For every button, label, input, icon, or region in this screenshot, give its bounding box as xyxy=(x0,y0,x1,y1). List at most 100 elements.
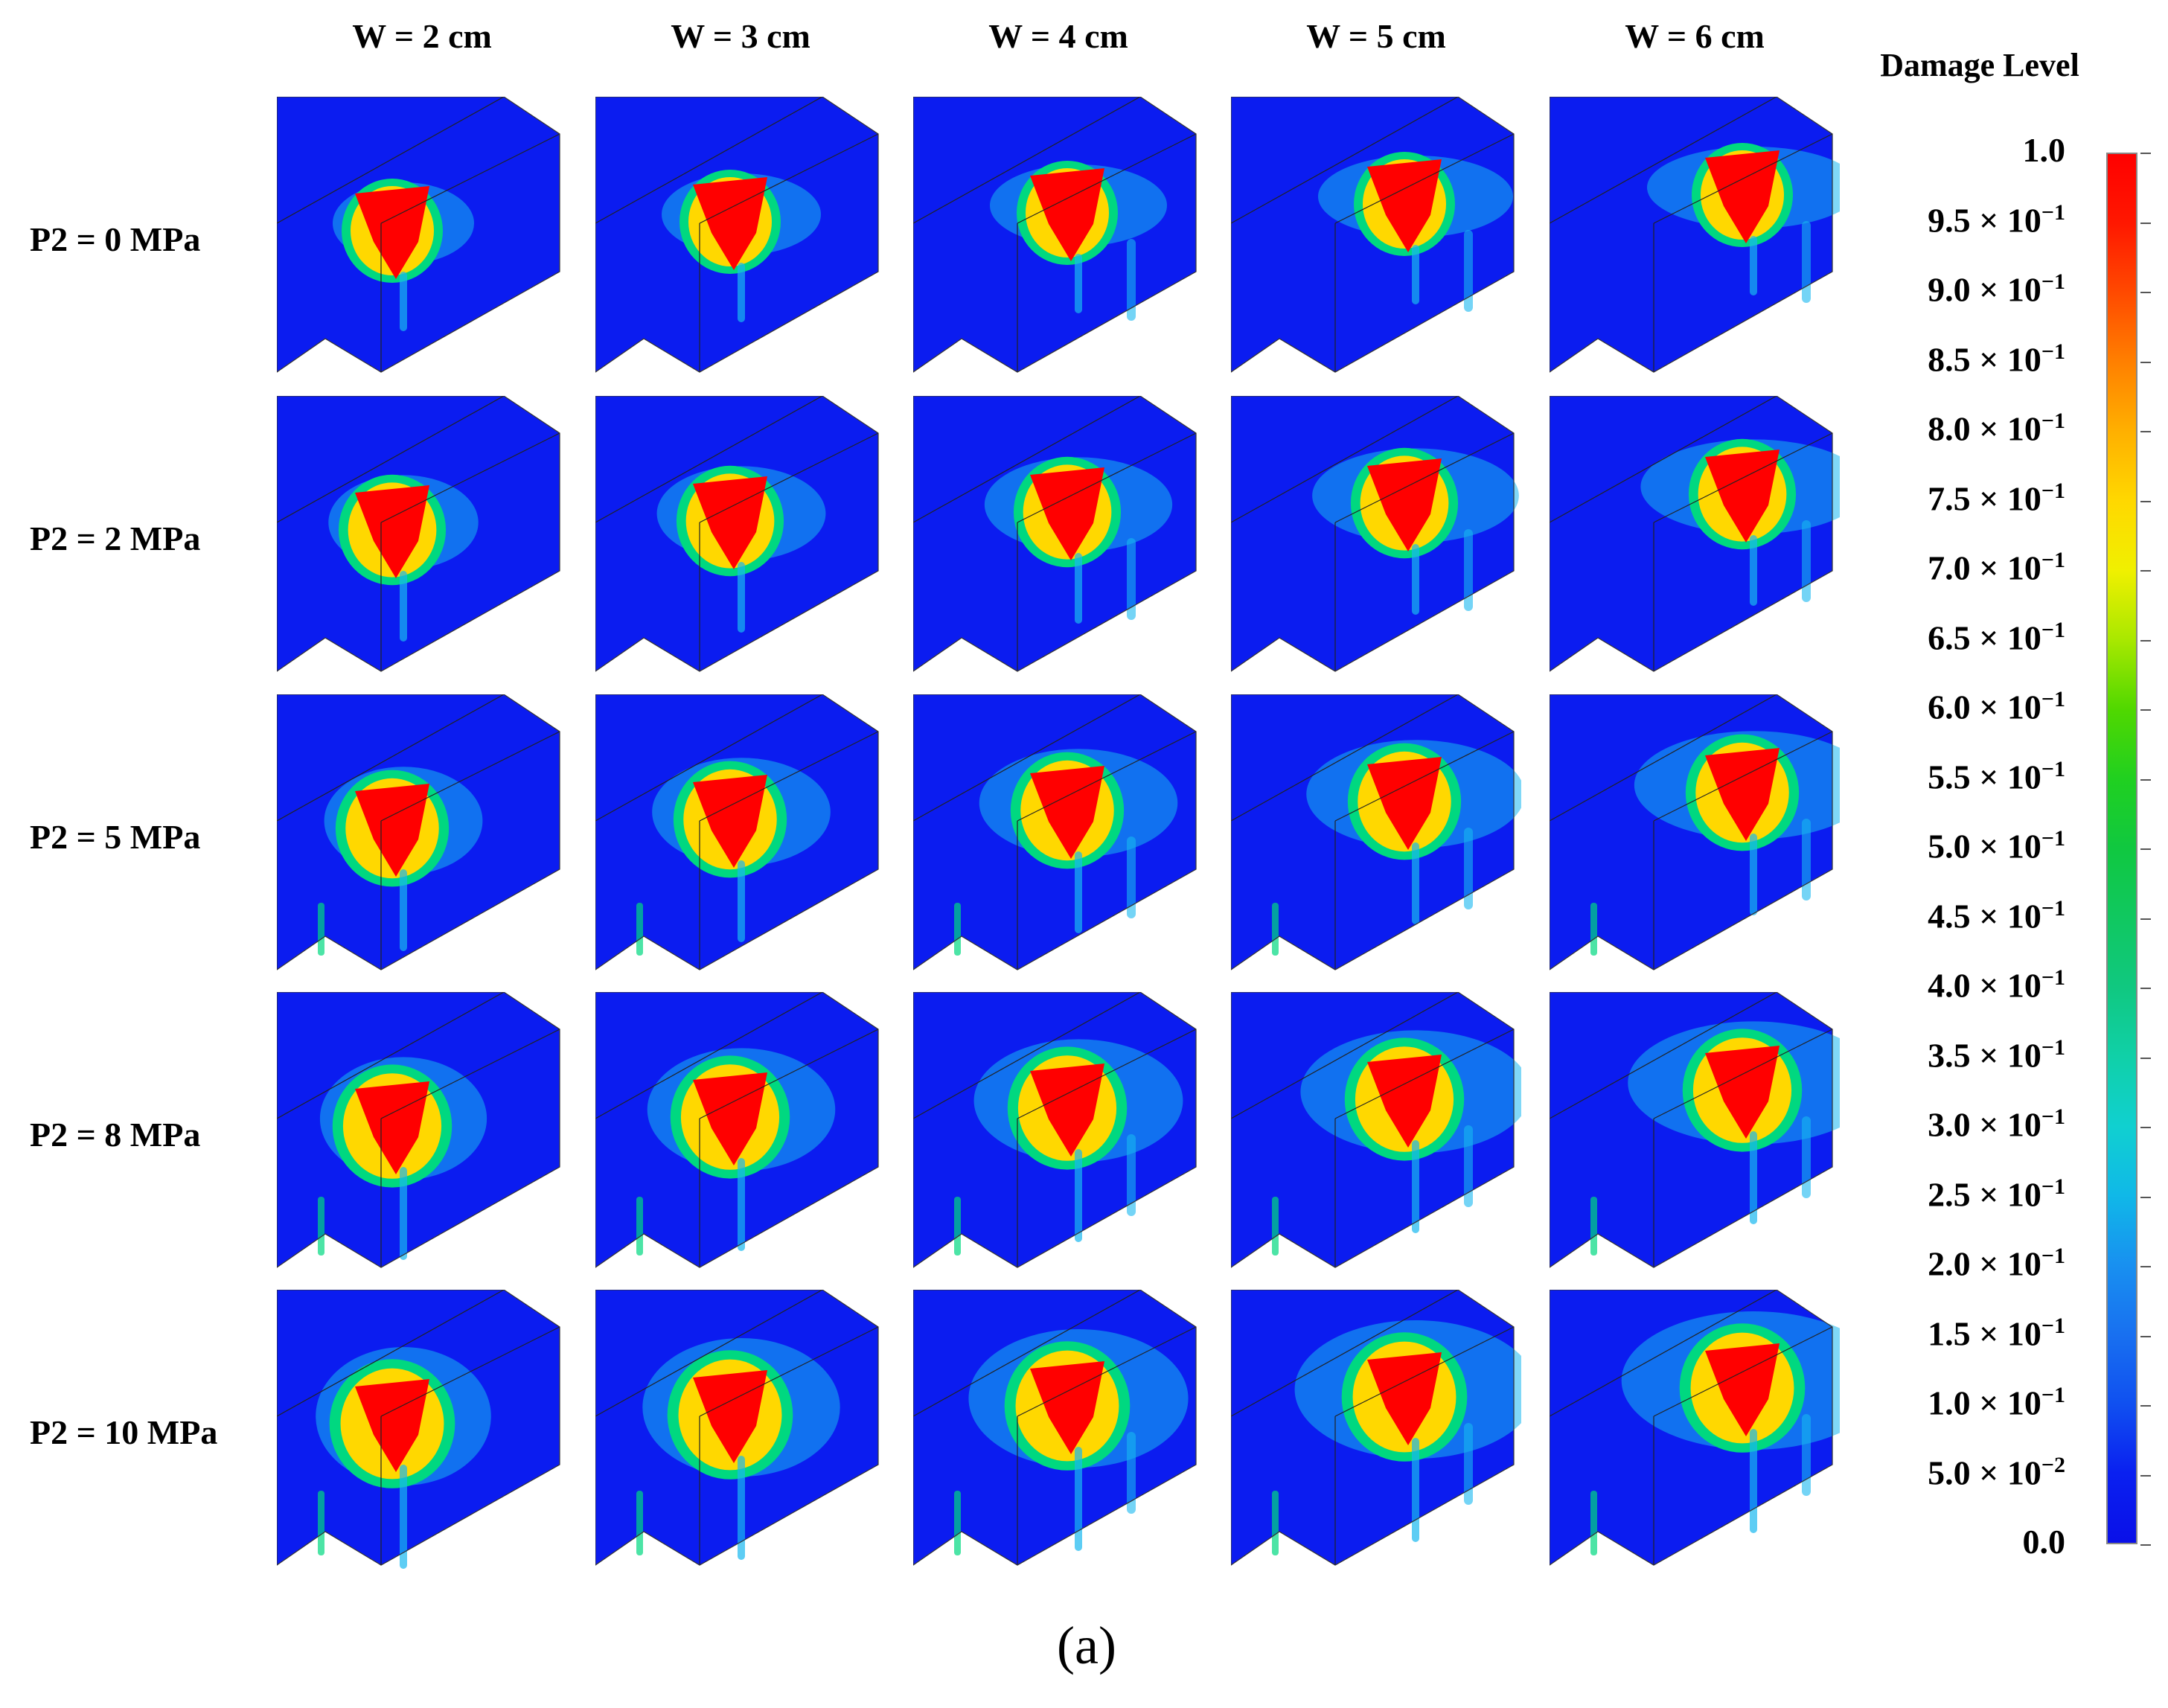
colorbar-label-exponent: −1 xyxy=(2041,617,2065,642)
edge-streak xyxy=(1272,1197,1279,1256)
block-edge xyxy=(913,396,1141,523)
block-outline xyxy=(913,992,1197,1268)
edge-streak xyxy=(318,903,324,956)
crack-streak xyxy=(1750,1131,1757,1224)
contour-panel xyxy=(277,97,560,373)
colorbar-label-mantissa: 5.5 × 10 xyxy=(1928,757,2041,796)
crack-streak xyxy=(1075,851,1082,933)
contour-panel xyxy=(1550,97,1840,373)
contour-panel xyxy=(913,694,1197,970)
colorbar-label-mantissa: 1.0 × 10 xyxy=(1928,1384,2041,1422)
row-label: P2 = 5 MPa xyxy=(30,818,201,856)
colorbar-tick xyxy=(2140,361,2151,363)
block-edge xyxy=(380,1029,560,1119)
block-outline xyxy=(595,992,879,1268)
colorbar-label-exponent: −1 xyxy=(2041,895,2065,921)
block-edge xyxy=(1017,731,1197,822)
edge-streak xyxy=(636,1197,643,1256)
crack-streak xyxy=(1802,221,1811,303)
crack-streak xyxy=(1464,529,1473,611)
crack-streak xyxy=(1750,834,1757,915)
block-edge xyxy=(595,992,823,1119)
block-edge xyxy=(1334,731,1515,822)
contour-panel xyxy=(1231,694,1521,970)
damage-core-zone xyxy=(1367,458,1442,551)
column-header: W = 5 cm xyxy=(1306,17,1446,55)
damage-core-zone xyxy=(693,1072,767,1165)
contour-panel xyxy=(913,97,1197,373)
crack-streak xyxy=(1075,1447,1082,1551)
colorbar-label-mantissa: 3.5 × 10 xyxy=(1928,1035,2041,1074)
block-edge xyxy=(380,432,560,523)
colorbar-tick xyxy=(2140,1196,2151,1198)
crack-streak xyxy=(1075,254,1082,313)
damage-core-zone xyxy=(1705,150,1780,243)
colorbar-label-mantissa: 4.5 × 10 xyxy=(1928,896,2041,935)
crack-streak xyxy=(1075,1149,1082,1242)
colorbar-tick xyxy=(2140,153,2151,154)
colorbar-label-exponent: −1 xyxy=(2041,1104,2065,1129)
colorbar-tick xyxy=(2140,709,2151,711)
colorbar-label-exponent: −2 xyxy=(2041,1452,2065,1477)
block-face xyxy=(1550,97,1832,372)
block-outline xyxy=(913,694,1197,970)
contour-panel xyxy=(277,694,560,970)
colorbar-label-mantissa: 4.0 × 10 xyxy=(1928,966,2041,1005)
colorbar-label-mantissa: 8.0 × 10 xyxy=(1928,409,2041,448)
crack-streak xyxy=(1412,544,1419,615)
contour-panel xyxy=(277,396,560,672)
block-edge xyxy=(1653,1326,1833,1417)
block-outline xyxy=(1231,1290,1515,1566)
crack-streak xyxy=(1412,842,1419,924)
edge-streak xyxy=(636,903,643,956)
block-edge xyxy=(1653,731,1833,822)
block-outline xyxy=(595,694,879,970)
colorbar-label-exponent: −1 xyxy=(2041,756,2065,781)
crack-streak xyxy=(1802,520,1811,602)
block-outline xyxy=(913,396,1197,672)
block-outline xyxy=(1550,396,1833,672)
damage-core-zone xyxy=(1705,1343,1780,1436)
colorbar-label: 5.0 × 10−1 xyxy=(1846,826,2065,866)
crack-streak xyxy=(400,869,407,951)
block-edge xyxy=(380,133,560,224)
damage-core-zone xyxy=(1367,1352,1442,1445)
block-edge xyxy=(1231,992,1459,1119)
colorbar-label: 6.0 × 10−1 xyxy=(1846,687,2065,726)
colorbar-label: 4.5 × 10−1 xyxy=(1846,896,2065,935)
block-outline xyxy=(1231,992,1515,1268)
block-edge xyxy=(277,396,505,523)
block-edge xyxy=(1550,1290,1777,1417)
crack-streak xyxy=(400,1167,407,1260)
crack-streak xyxy=(1750,1429,1757,1533)
block-outline xyxy=(595,396,879,672)
block-outline xyxy=(277,992,560,1268)
colorbar-label-exponent: −1 xyxy=(2041,687,2065,711)
colorbar-label-exponent: −1 xyxy=(2041,339,2065,364)
block-edge xyxy=(1017,133,1197,224)
colorbar-label: 1.0 × 10−1 xyxy=(1846,1383,2065,1422)
figure-caption: (a) xyxy=(1057,1616,1116,1675)
damage-core-zone xyxy=(355,485,429,578)
block-edge xyxy=(1334,1029,1515,1119)
damage-core-zone xyxy=(1367,159,1442,252)
block-edge xyxy=(277,992,505,1119)
damage-core-zone xyxy=(1367,757,1442,850)
block-edge xyxy=(380,731,560,822)
block-edge xyxy=(1653,1029,1833,1119)
colorbar-label-mantissa: 7.5 × 10 xyxy=(1928,479,2041,517)
colorbar-label-exponent: −1 xyxy=(2041,199,2065,225)
block-edge xyxy=(913,992,1141,1119)
colorbar-tick xyxy=(2140,1266,2151,1267)
block-edge xyxy=(595,97,823,224)
colorbar-label-mantissa: 9.0 × 10 xyxy=(1928,270,2041,309)
crack-streak xyxy=(738,1158,745,1251)
colorbar-tick xyxy=(2140,1057,2151,1059)
colorbar-label: 2.0 × 10−1 xyxy=(1846,1244,2065,1283)
block-outline xyxy=(913,1290,1197,1566)
block-edge xyxy=(277,97,505,224)
damage-core-zone xyxy=(355,784,429,877)
contour-panel xyxy=(277,1290,560,1569)
crack-streak xyxy=(400,571,407,642)
row-label: P2 = 2 MPa xyxy=(30,519,201,557)
